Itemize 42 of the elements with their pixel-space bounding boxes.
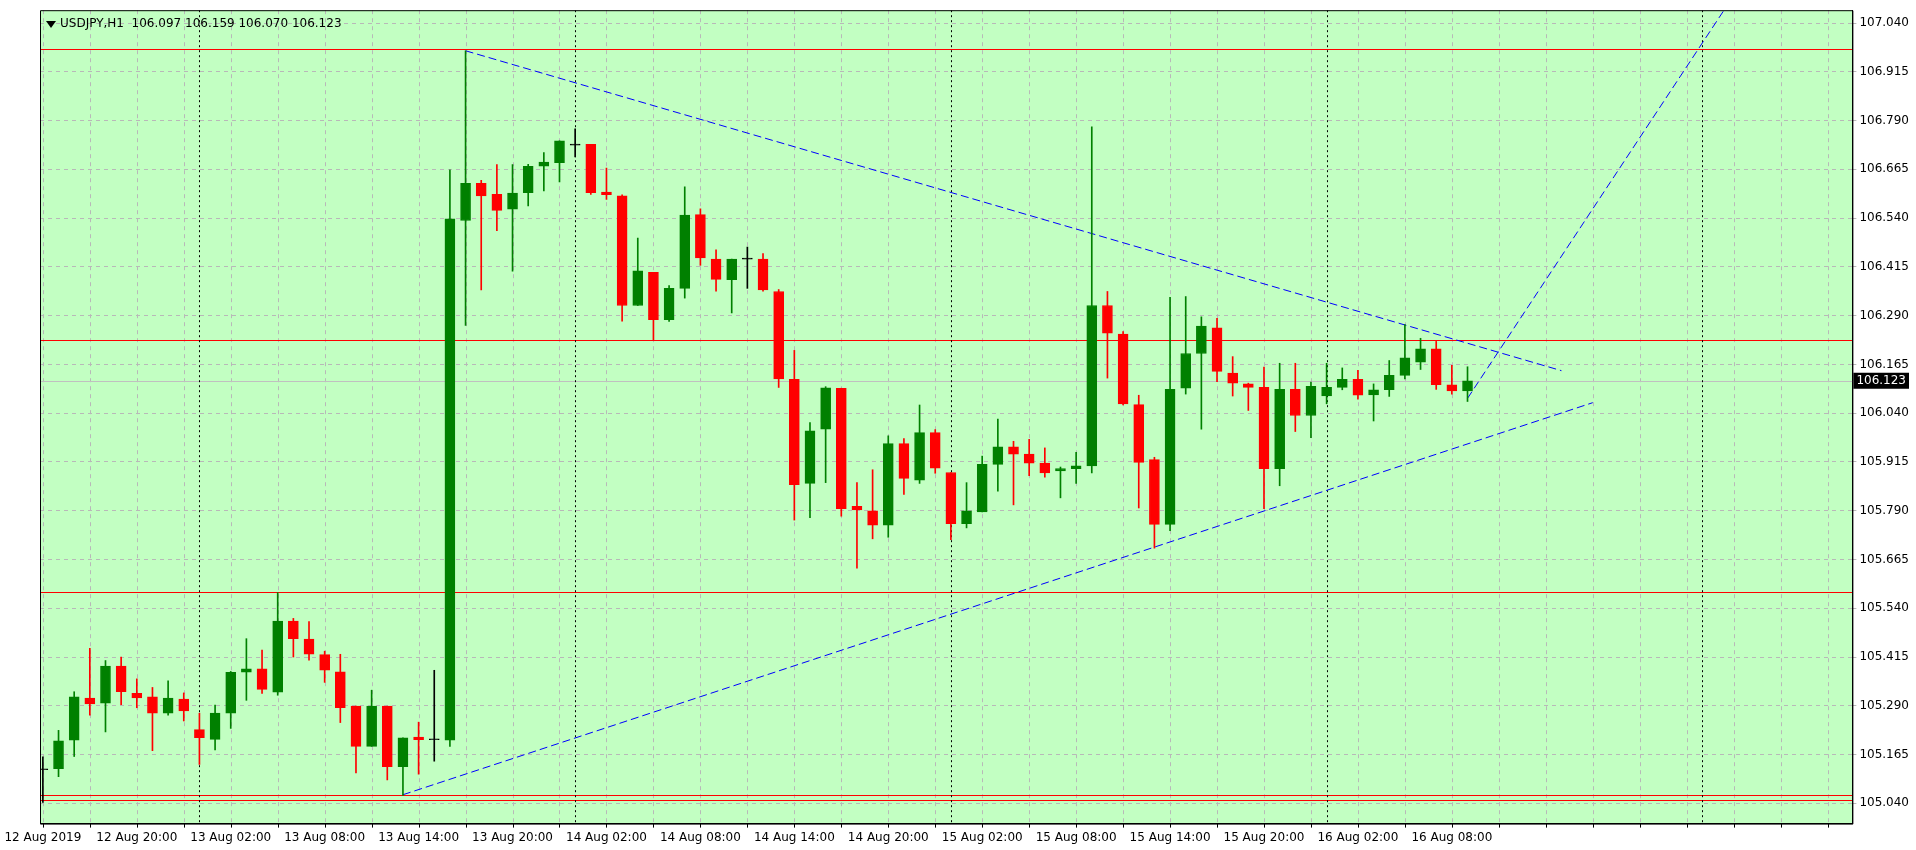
candlestick [428,669,440,762]
y-tick-label: 106.040 [1859,405,1909,420]
y-tick-label: 105.915 [1859,454,1909,469]
candlestick [538,152,550,192]
x-tick-label: 14 Aug 20:00 [847,829,929,844]
y-tick-label: 105.540 [1859,600,1909,615]
y-tick-label: 105.415 [1859,649,1909,664]
y-tick-label: 106.165 [1859,356,1909,371]
x-tick-label: 13 Aug 02:00 [190,829,272,844]
y-tick-label: 106.290 [1859,307,1909,322]
y-tick-label: 105.665 [1859,551,1909,566]
x-tick-label: 15 Aug 20:00 [1223,829,1305,844]
y-tick-label: 107.040 [1859,15,1909,30]
x-tick-label: 15 Aug 08:00 [1035,829,1117,844]
candlestick [491,164,503,231]
y-tick-label: 106.415 [1859,259,1909,274]
y-tick-label: 105.165 [1859,746,1909,761]
x-tick-label: 13 Aug 20:00 [472,829,553,844]
x-tick-label: 13 Aug 14:00 [378,829,460,844]
x-tick-label: 16 Aug 02:00 [1317,829,1399,844]
x-tick-label: 16 Aug 08:00 [1411,829,1493,844]
ref-line-label: 106.123 [1856,372,1906,387]
x-tick-label: 14 Aug 14:00 [753,829,835,844]
x-tick-label: 12 Aug 2019 [4,829,82,844]
x-tick-label: 14 Aug 02:00 [566,829,647,844]
candlestick [475,179,487,291]
x-tick-label: 13 Aug 08:00 [284,829,366,844]
y-tick-label: 105.290 [1859,697,1909,712]
y-tick-label: 106.540 [1859,210,1909,225]
y-tick-label: 105.040 [1859,795,1909,810]
x-tick-label: 14 Aug 08:00 [659,829,741,844]
y-tick-label: 105.790 [1859,502,1909,517]
x-tick-label: 15 Aug 02:00 [941,829,1023,844]
y-tick-label: 106.915 [1859,63,1909,78]
candlestick [131,678,143,709]
candlestick [1227,356,1239,397]
y-tick-label: 106.790 [1859,112,1909,127]
candlestick [1446,364,1458,395]
x-tick-label: 15 Aug 14:00 [1129,829,1211,844]
text: USDJPY,H1 106.097 106.159 106.070 106.123 [60,16,342,31]
y-tick-label: 106.665 [1859,161,1909,176]
x-tick-label: 12 Aug 20:00 [96,829,178,844]
